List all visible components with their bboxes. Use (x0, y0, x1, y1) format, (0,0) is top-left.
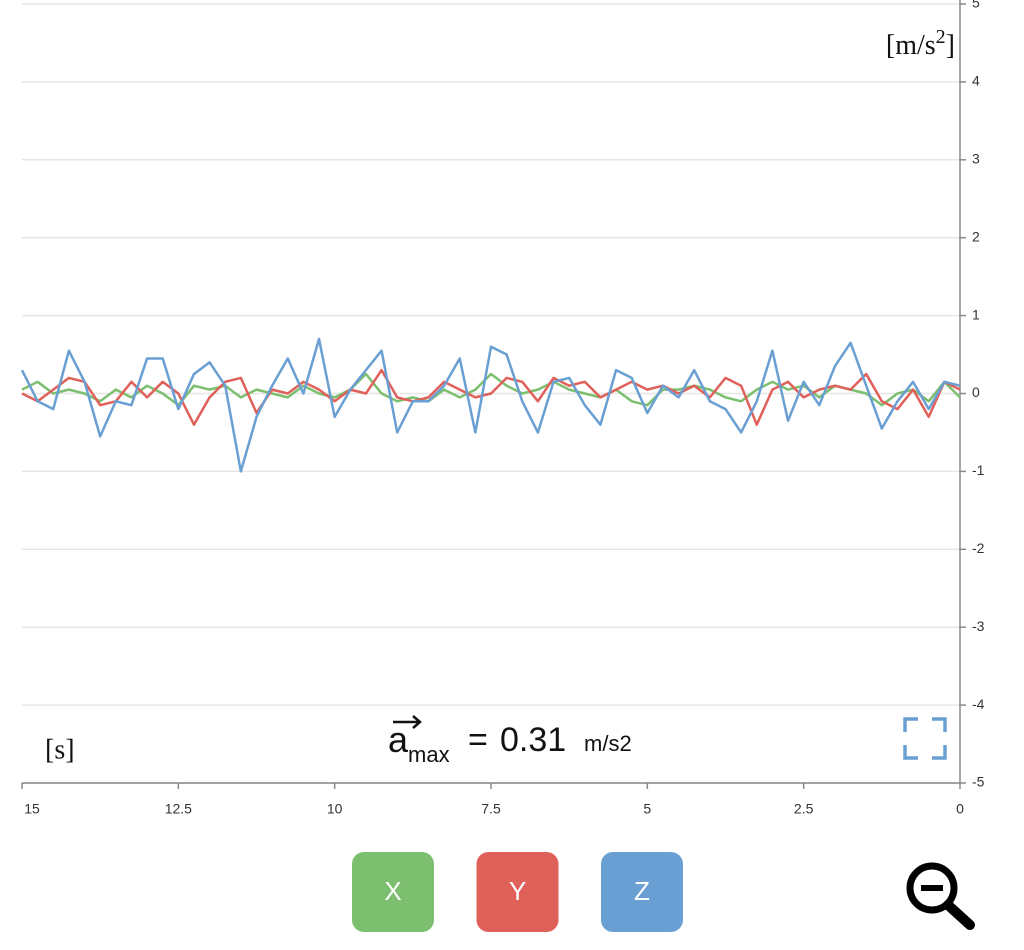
series-toggle[interactable]: Y (476, 852, 559, 932)
y-unit: [m/s2] (886, 26, 955, 62)
y-tick-label: 2 (972, 228, 980, 244)
x-tick-label: 0 (956, 801, 964, 817)
y-tick-label: 3 (972, 151, 980, 167)
toggle-button[interactable] (476, 852, 559, 932)
x-unit: [s] (45, 734, 75, 765)
vector-arrow (393, 715, 422, 729)
y-unit-base: [m/s (886, 30, 936, 61)
toggle-label[interactable]: X (384, 876, 401, 906)
y-tick-label: 5 (972, 0, 980, 11)
y-tick-label: -3 (972, 618, 985, 634)
y-tick-label: 4 (972, 73, 980, 89)
amax-unit: m/s2 (584, 731, 632, 756)
y-tick-label: 0 (972, 384, 980, 400)
amax-sub: max (408, 742, 450, 767)
x-tick-label: 5 (643, 801, 651, 817)
toggle-button[interactable] (601, 852, 683, 932)
x-tick-label: 15 (24, 801, 40, 817)
zoom-lens[interactable] (906, 862, 958, 914)
x-tick-label: 12.5 (165, 801, 192, 817)
y-tick-label: -5 (972, 774, 985, 790)
y-tick-label: 1 (972, 306, 980, 322)
x-tick-label: 10 (327, 801, 343, 817)
annotation: amax = 0.31 m/s2 (388, 715, 632, 767)
series-line (21, 368, 961, 426)
toggle-label[interactable]: Z (634, 876, 650, 906)
y-tick-label: -1 (972, 462, 985, 478)
amax-symbol: amax (388, 719, 450, 767)
zoom-out-icon[interactable] (906, 862, 975, 930)
series-line (20, 337, 961, 473)
amax-value: 0.31 (500, 721, 566, 759)
y-tick-label: -4 (972, 696, 985, 712)
plot: -5 -4 -3 -2 -1 0 1 2 3 4 5 15 12.5 10 7.5 5 2.5 0 (20, 0, 985, 817)
series-toggle[interactable]: Z (601, 852, 683, 932)
toggle-button[interactable] (352, 852, 434, 932)
fullscreen-icon[interactable] (903, 717, 947, 760)
toggle-label[interactable]: Y (509, 876, 526, 906)
y-unit-sup: 2 (936, 26, 946, 48)
y-unit-close: ] (946, 30, 955, 61)
x-tick-label: 2.5 (794, 801, 814, 817)
zoom-handle[interactable] (943, 900, 975, 930)
amax-operator: = (468, 721, 488, 759)
x-tick-label: 7.5 (481, 801, 501, 817)
series-toggle[interactable]: X (352, 852, 434, 932)
y-tick-label: -2 (972, 540, 985, 556)
amax-letter: a (388, 719, 409, 760)
